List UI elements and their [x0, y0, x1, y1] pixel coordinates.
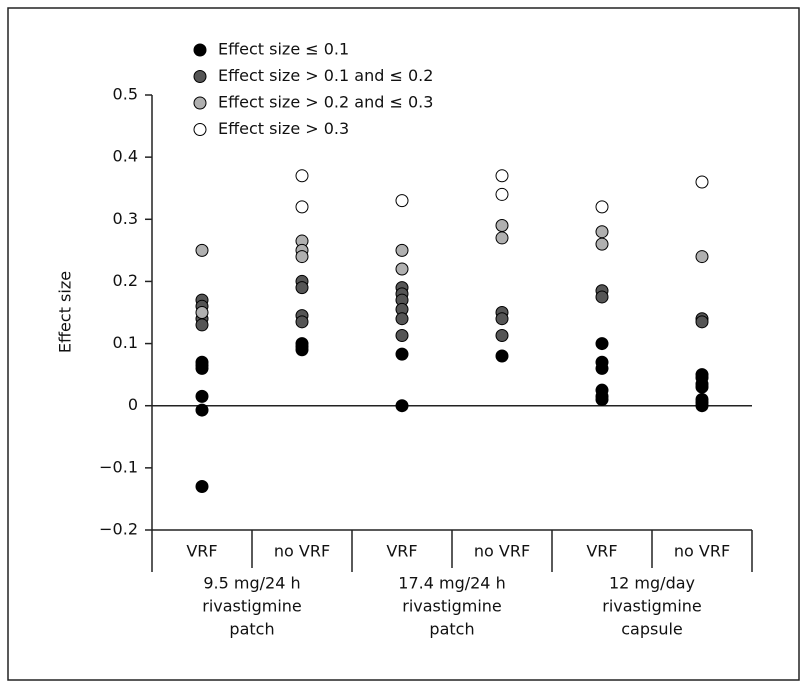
legend-label: Effect size > 0.2 and ≤ 0.3 [218, 93, 433, 112]
y-tick-label: 0 [128, 395, 138, 414]
legend-marker [193, 123, 207, 136]
dot [495, 349, 509, 363]
x-tick-label: VRF [186, 542, 217, 561]
x-tick-label: VRF [386, 542, 417, 561]
dot [495, 312, 509, 326]
x-tick-label: no VRF [274, 542, 330, 561]
group-label: rivastigmine [402, 597, 502, 616]
dot [295, 169, 309, 183]
x-tick-label: no VRF [674, 542, 730, 561]
legend-label: Effect size ≤ 0.1 [218, 40, 349, 59]
y-tick-label: 0.4 [113, 147, 138, 166]
dot [195, 306, 209, 319]
dot [495, 187, 509, 201]
dot [695, 399, 709, 413]
dot [395, 243, 409, 257]
dot [295, 200, 309, 214]
y-tick-label: −0.1 [99, 457, 138, 476]
group-label: rivastigmine [202, 597, 302, 616]
group-label: capsule [621, 620, 683, 639]
dot [595, 361, 609, 375]
dot [395, 328, 409, 342]
dot [695, 250, 709, 264]
dot [695, 380, 709, 394]
group-label: 12 mg/day [609, 574, 695, 593]
dot [695, 315, 709, 329]
dot [495, 169, 509, 183]
dot [295, 250, 309, 264]
dot [495, 231, 509, 245]
legend-marker [193, 96, 207, 110]
x-tick-label: no VRF [474, 542, 530, 561]
legend-label: Effect size > 0.3 [218, 119, 349, 138]
dot [595, 393, 609, 406]
frame [7, 7, 800, 681]
y-tick-label: 0.2 [113, 271, 138, 290]
y-tick-label: −0.2 [99, 520, 138, 539]
dot [195, 243, 209, 257]
y-tick-label: 0.1 [113, 333, 138, 352]
group-label: 9.5 mg/24 h [203, 574, 300, 593]
dot [395, 312, 409, 326]
dot [295, 343, 309, 357]
dot [595, 337, 609, 351]
dot [195, 318, 209, 332]
dot [695, 175, 709, 189]
dot [195, 403, 209, 417]
y-axis-label: Effect size [56, 271, 75, 353]
y-tick-label: 0.5 [113, 85, 138, 104]
dot [495, 328, 509, 342]
dot [395, 399, 409, 413]
group-label: 17.4 mg/24 h [398, 574, 505, 593]
dot [195, 361, 209, 375]
dot [195, 389, 209, 403]
group-label: patch [429, 620, 474, 639]
dot [195, 480, 209, 493]
dot [295, 315, 309, 329]
dot [595, 200, 609, 214]
x-tick-label: VRF [586, 542, 617, 561]
dot [595, 225, 609, 239]
y-tick-label: 0.3 [113, 209, 138, 228]
legend-marker [193, 70, 207, 83]
dot [595, 237, 609, 251]
dot [395, 194, 409, 208]
group-label: patch [229, 620, 274, 639]
dot [395, 347, 409, 361]
dot [495, 219, 509, 232]
dot [595, 290, 609, 304]
dot [395, 262, 409, 276]
dot [295, 281, 309, 295]
legend-marker [193, 43, 207, 57]
group-label: rivastigmine [602, 597, 702, 616]
legend-label: Effect size > 0.1 and ≤ 0.2 [218, 66, 433, 85]
